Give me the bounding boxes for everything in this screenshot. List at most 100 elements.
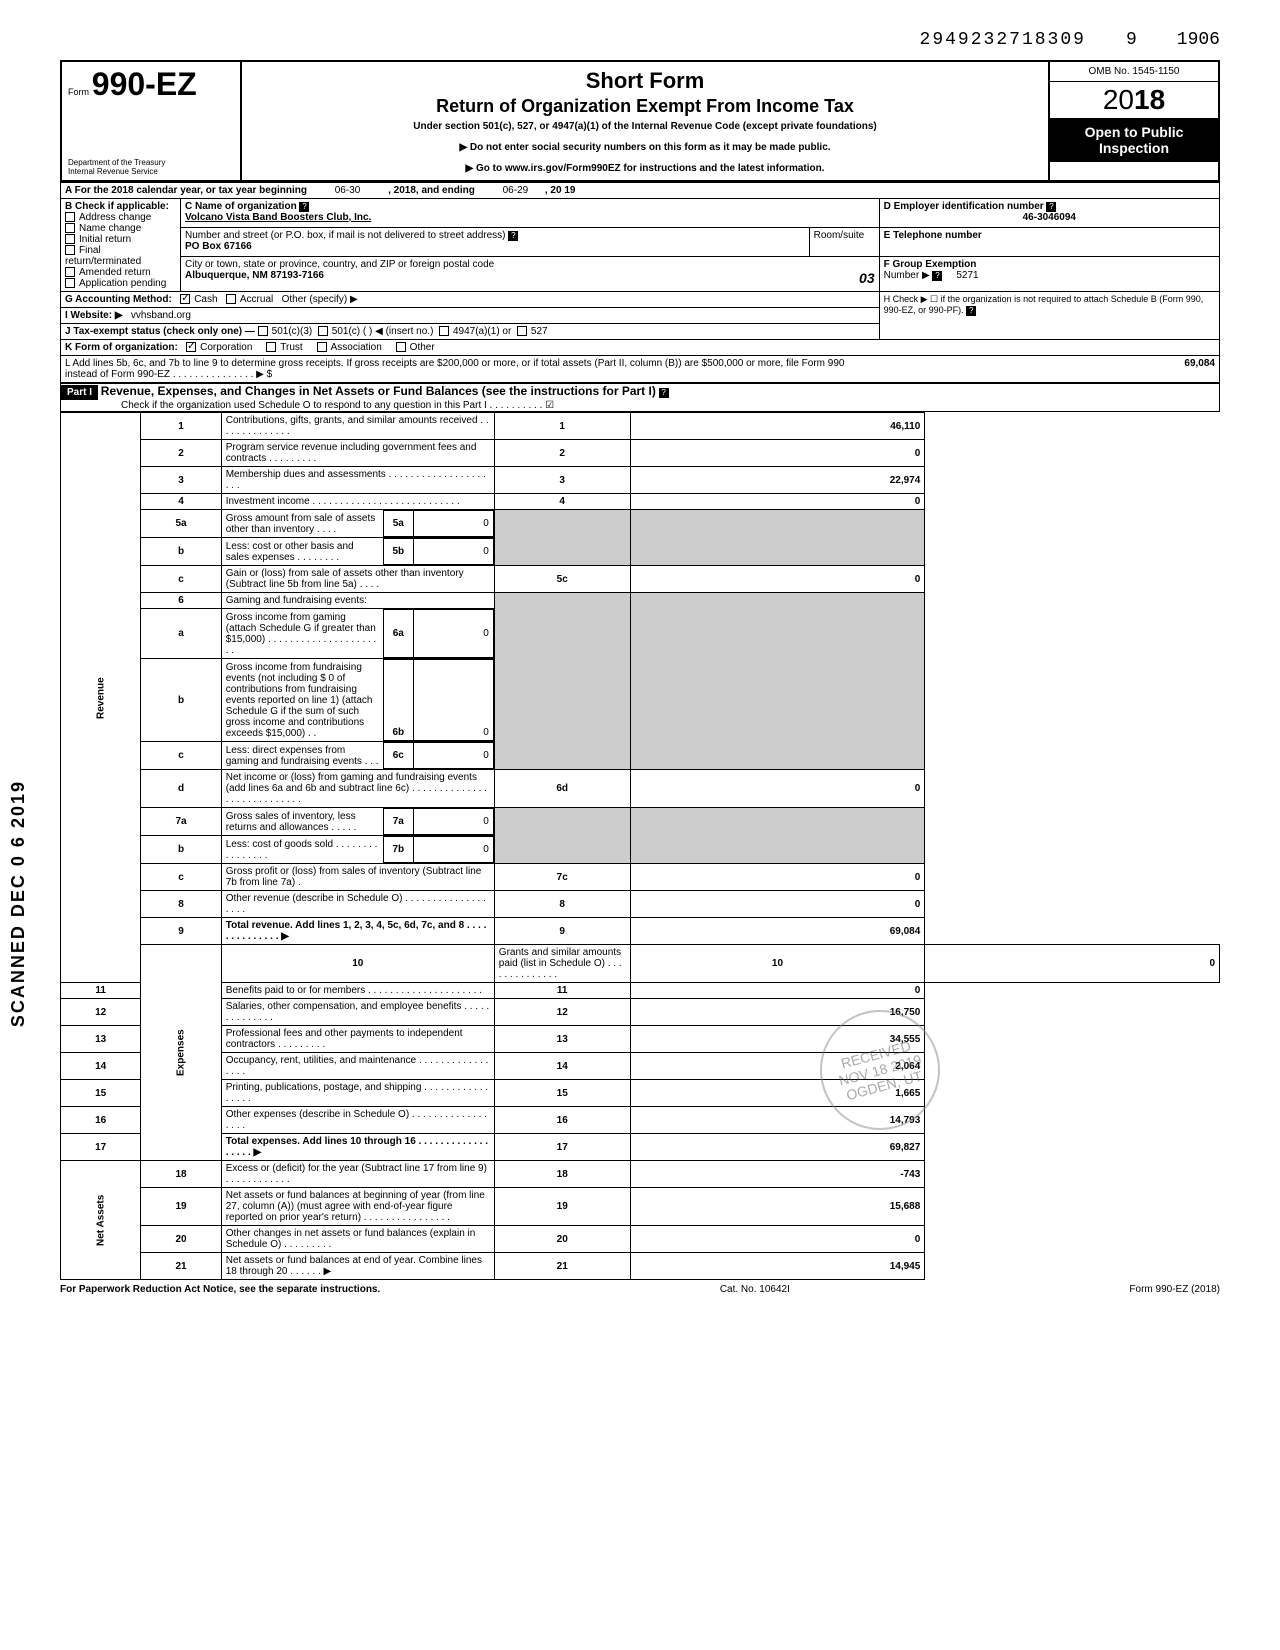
footer-right: Form 990-EZ (2018) [1129, 1284, 1220, 1295]
amt-6d: 0 [630, 770, 925, 808]
chk-final[interactable] [65, 245, 75, 255]
row-l-value: 69,084 [879, 356, 1219, 383]
doc-id-3: 1906 [1177, 30, 1220, 50]
amt-12: 16,750 [630, 999, 925, 1026]
city-value: Albuquerque, NM 87193-7166 [185, 270, 324, 281]
scanned-stamp: SCANNED DEC 0 6 2019 [8, 780, 29, 1027]
chk-accrual[interactable] [226, 294, 236, 304]
help-icon: ? [1046, 202, 1056, 212]
row-a-tail: , 20 19 [545, 185, 576, 196]
row-a-label: A For the 2018 calendar year, or tax yea… [65, 185, 307, 196]
chk-trust[interactable] [266, 342, 276, 352]
box-b-label: B Check if applicable: [65, 201, 176, 212]
title-return: Return of Organization Exempt From Incom… [252, 96, 1038, 117]
amt-17: 69,827 [630, 1134, 925, 1161]
row-j-label: J Tax-exempt status (check only one) — [65, 326, 255, 337]
row-h: H Check ▶ ☐ if the organization is not r… [884, 294, 1204, 315]
amt-21: 14,945 [630, 1253, 925, 1280]
section-expenses: Expenses [141, 945, 221, 1161]
amt-7a: 0 [413, 809, 493, 835]
amt-4: 0 [630, 494, 925, 510]
part1-check: Check if the organization used Schedule … [61, 400, 554, 411]
amt-7c: 0 [630, 864, 925, 891]
amt-8: 0 [630, 891, 925, 918]
amt-6a: 0 [413, 610, 493, 658]
note-website: ▶ Go to www.irs.gov/Form990EZ for instru… [252, 163, 1038, 174]
row-g-label: G Accounting Method: [65, 294, 172, 305]
amt-6b: 0 [413, 660, 493, 741]
part1-label: Part I [61, 385, 98, 400]
amt-15: 1,665 [630, 1080, 925, 1107]
footer-left: For Paperwork Reduction Act Notice, see … [60, 1284, 380, 1295]
chk-501c3[interactable] [258, 326, 268, 336]
chk-initial[interactable] [65, 234, 75, 244]
chk-cash[interactable] [180, 294, 190, 304]
amt-5c: 0 [630, 566, 925, 593]
amt-14: 2,064 [630, 1053, 925, 1080]
section-revenue: Revenue [61, 413, 141, 983]
row-k-label: K Form of organization: [65, 342, 178, 353]
box-f-label2: Number ▶ [884, 270, 930, 281]
amt-6c: 0 [413, 743, 493, 769]
chk-other-org[interactable] [396, 342, 406, 352]
chk-name[interactable] [65, 223, 75, 233]
form-header: Form 990-EZ Department of the Treasury I… [60, 60, 1220, 182]
chk-address[interactable] [65, 212, 75, 222]
info-table: A For the 2018 calendar year, or tax yea… [60, 182, 1220, 383]
chk-amended[interactable] [65, 267, 75, 277]
amt-18: -743 [630, 1161, 925, 1188]
chk-assoc[interactable] [317, 342, 327, 352]
amt-7b: 0 [413, 837, 493, 863]
amt-1: 46,110 [630, 413, 925, 440]
help-icon: ? [508, 231, 518, 241]
website-value: vvhsband.org [131, 310, 191, 321]
part1-heading: Revenue, Expenses, and Changes in Net As… [101, 384, 656, 398]
chk-501c[interactable] [318, 326, 328, 336]
footer-mid: Cat. No. 10642I [720, 1284, 790, 1295]
help-icon: ? [299, 202, 309, 212]
section-netassets: Net Assets [61, 1161, 141, 1280]
row-a-mid: , 2018, and ending [388, 185, 475, 196]
room-label: Room/suite [814, 230, 865, 241]
amt-5b: 0 [413, 539, 493, 565]
year-end: 06-29 [503, 185, 529, 196]
dept-irs: Internal Revenue Service [68, 167, 165, 176]
form-prefix: Form [68, 87, 89, 97]
org-name: Volcano Vista Band Boosters Club, Inc. [185, 212, 371, 223]
chk-4947[interactable] [439, 326, 449, 336]
chk-527[interactable] [517, 326, 527, 336]
chk-pending[interactable] [65, 278, 75, 288]
form-number: 990-EZ [92, 66, 197, 102]
box-d-label: D Employer identification number [884, 201, 1044, 212]
top-ids: 2949232718309 9 1906 [60, 30, 1220, 50]
box-c-label: C Name of organization [185, 201, 297, 212]
header-left: Form 990-EZ Department of the Treasury I… [62, 62, 242, 180]
tax-year: 20201818 [1050, 82, 1218, 118]
amt-11: 0 [630, 983, 925, 999]
dept-treasury: Department of the Treasury [68, 158, 165, 167]
header-mid: Short Form Return of Organization Exempt… [242, 62, 1048, 180]
street-value: PO Box 67166 [185, 241, 252, 252]
amt-2: 0 [630, 440, 925, 467]
amt-19: 15,688 [630, 1188, 925, 1226]
city-label: City or town, state or province, country… [185, 259, 494, 270]
amt-20: 0 [630, 1226, 925, 1253]
help-icon: ? [659, 388, 669, 398]
open-to-public: Open to Public Inspection [1050, 118, 1218, 162]
box-f-label: F Group Exemption [884, 259, 977, 270]
box-e-label: E Telephone number [884, 230, 982, 241]
omb-number: OMB No. 1545-1150 [1050, 62, 1218, 82]
title-short-form: Short Form [252, 68, 1038, 94]
year-begin: 06-30 [335, 185, 361, 196]
amt-5a: 0 [413, 511, 493, 537]
amt-16: 14,793 [630, 1107, 925, 1134]
chk-corp[interactable] [186, 342, 196, 352]
amt-3: 22,974 [630, 467, 925, 494]
row-i-label: I Website: ▶ [65, 310, 123, 321]
help-icon: ? [932, 271, 942, 281]
help-icon: ? [966, 306, 976, 316]
doc-id-1: 2949232718309 [920, 30, 1086, 50]
ein-value: 46-3046094 [884, 212, 1215, 223]
amt-9: 69,084 [630, 918, 925, 945]
subtitle: Under section 501(c), 527, or 4947(a)(1)… [252, 121, 1038, 132]
